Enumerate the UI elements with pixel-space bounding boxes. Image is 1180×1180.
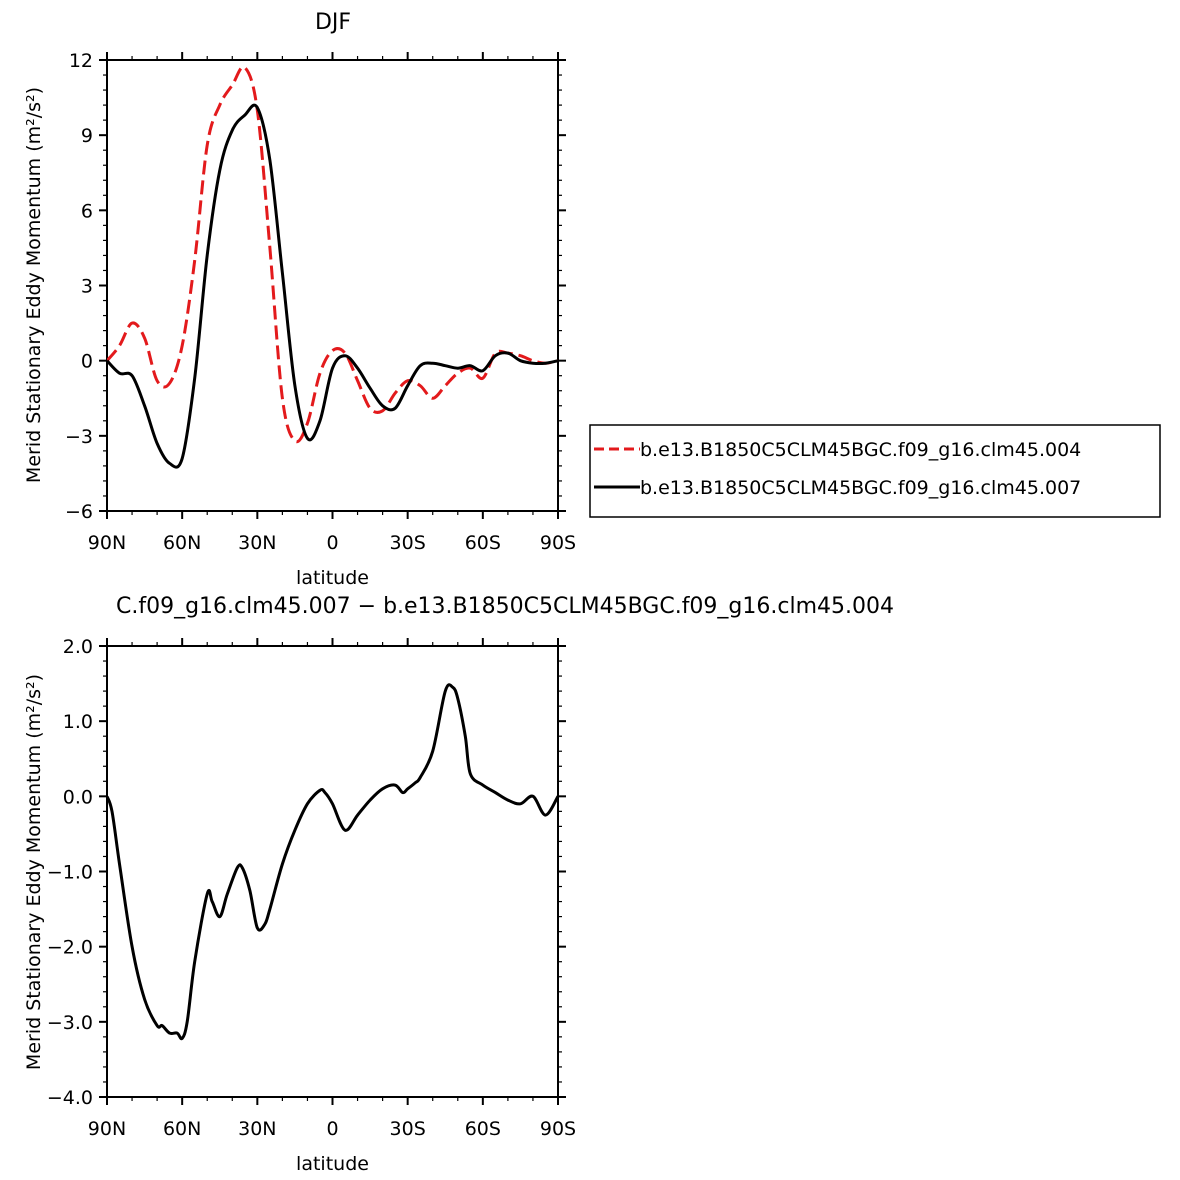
- series-line-1: [107, 683, 558, 1041]
- x-tick-label: 60S: [465, 1118, 501, 1140]
- y-tick-label: 0: [81, 351, 93, 373]
- y-tick-label: 9: [81, 125, 93, 147]
- chart-2: −4.0 −3.0 −2.0 −1.0 0.0 1.0 2.0 90N 60N 30N 0 30S 60…: [23, 594, 894, 1175]
- x-tick-label: 0: [326, 1118, 338, 1140]
- y-tick-label: −2.0: [47, 937, 93, 959]
- series-line-1: [107, 65, 558, 444]
- plot-frame: [106, 645, 559, 1098]
- x-tick-label: 90S: [540, 532, 576, 554]
- x-tick-label: 60N: [163, 1118, 201, 1140]
- y-tick-label: −6: [65, 501, 93, 523]
- y-tick-label: 0.0: [63, 786, 93, 808]
- x-tick-label: 30N: [238, 532, 276, 554]
- y-tick-label: 1.0: [63, 711, 93, 733]
- y-tick-label: −3: [65, 426, 93, 448]
- x-tick-label: 30S: [390, 532, 426, 554]
- x-tick-label: 0: [326, 532, 338, 554]
- x-tick-label: 60N: [163, 532, 201, 554]
- y-tick-label: 12: [69, 50, 93, 72]
- y-axis-label: Merid Stationary Eddy Momentum (m²/s²): [23, 674, 45, 1070]
- chart-1: −6 −3 0 3 6 9 12 90N 60N 30N 0 30S 60S 90S DJF latitude…: [23, 10, 1161, 589]
- y-tick-label: −4.0: [47, 1087, 93, 1109]
- x-axis-label: latitude: [296, 567, 369, 589]
- plot-frame: [106, 59, 559, 512]
- x-tick-label: 90S: [540, 1118, 576, 1140]
- x-tick-label: 30S: [390, 1118, 426, 1140]
- legend-label-2: b.e13.B1850C5CLM45BGC.f09_g16.clm45.007: [640, 477, 1081, 499]
- x-tick-label: 90N: [88, 1118, 126, 1140]
- y-tick-label: 6: [81, 200, 93, 222]
- legend-box: [589, 424, 1161, 518]
- chart-title: C.f09_g16.clm45.007 − b.e13.B1850C5CLM45…: [116, 594, 894, 619]
- x-axis-label: latitude: [296, 1153, 369, 1175]
- legend-label-1: b.e13.B1850C5CLM45BGC.f09_g16.clm45.004: [640, 439, 1081, 461]
- y-tick-label: 2.0: [63, 636, 93, 658]
- y-axis-label: Merid Stationary Eddy Momentum (m²/s²): [23, 87, 45, 483]
- y-tick-label: −1.0: [47, 862, 93, 884]
- y-tick-label: 3: [81, 276, 93, 298]
- y-tick-label: −3.0: [47, 1012, 93, 1034]
- x-tick-label: 60S: [465, 532, 501, 554]
- x-tick-label: 30N: [238, 1118, 276, 1140]
- series-line-2: [107, 103, 558, 469]
- chart-title: DJF: [315, 10, 351, 35]
- x-tick-label: 90N: [88, 532, 126, 554]
